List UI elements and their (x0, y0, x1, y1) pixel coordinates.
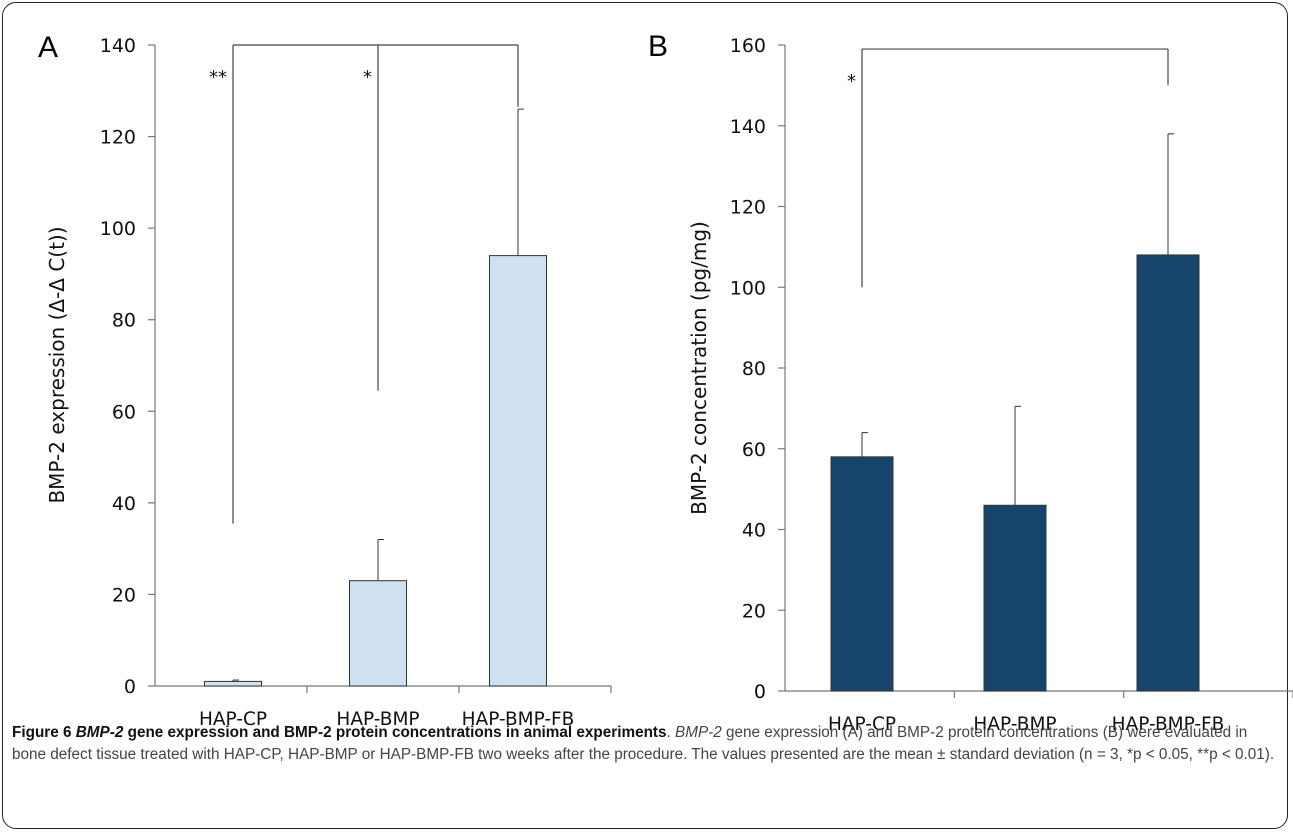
category-label: HAP-BMP (973, 714, 1056, 735)
caption-body: gene expression (A) and BMP-2 protein co… (12, 724, 1275, 763)
y-tick-label: 140 (100, 35, 136, 57)
y-tick-label: 0 (124, 676, 136, 698)
y-tick-label: 60 (112, 401, 136, 423)
category-label: HAP-BMP-FB (1112, 714, 1225, 735)
y-tick-label: 20 (112, 584, 136, 606)
chart-panel-b: B 0 20 40 60 80 100 120 140 160 BMP-2 concentratio… (648, 30, 1293, 735)
panel-letter-a: A (38, 31, 58, 64)
significance-label: ** (209, 67, 227, 88)
y-tick-label: 120 (730, 197, 766, 219)
significance-label: * (847, 71, 856, 92)
bar-hap-bmp-fb (489, 255, 547, 687)
category-label: HAP-CP (199, 709, 267, 730)
y-tick-label: 100 (100, 218, 136, 240)
caption-title-italic: BMP-2 (75, 724, 124, 741)
caption-title: gene expression and BMP-2 protein concen… (123, 724, 667, 741)
bar-hap-bmp-fb (1136, 254, 1200, 692)
caption-gene-italic: BMP-2 (675, 724, 722, 741)
y-tick-label: 40 (112, 493, 136, 515)
y-tick-label: 20 (742, 600, 766, 622)
chart-panel-a: A 0 20 40 60 80 100 120 140 BMP-2 expression (Δ-Δ… (38, 31, 612, 730)
bar-hap-bmp (349, 580, 407, 687)
y-tick-label: 80 (112, 310, 136, 332)
y-tick-label: 40 (742, 520, 766, 542)
y-tick-label: 60 (742, 439, 766, 461)
caption-figure-label: Figure 6 (12, 724, 72, 741)
y-tick-label: 0 (754, 681, 766, 703)
figure-caption: Figure 6 BMP-2 gene expression and BMP-2… (12, 724, 1275, 763)
y-tick-label: 120 (100, 127, 136, 149)
category-label: HAP-CP (828, 714, 896, 735)
bar-hap-cp (830, 456, 894, 692)
panel-letter-b: B (648, 30, 668, 63)
y-tick-label: 160 (730, 35, 766, 57)
bar-hap-cp (204, 680, 262, 687)
category-label: HAP-BMP-FB (462, 709, 575, 730)
category-label: HAP-BMP (336, 709, 419, 730)
y-tick-label: 100 (730, 277, 766, 299)
y-tick-label: 140 (730, 116, 766, 138)
y-axis-label: BMP-2 concentration (pg/mg) (687, 221, 711, 515)
y-tick-label: 80 (742, 358, 766, 380)
bar-hap-bmp (983, 504, 1047, 692)
significance-label: * (363, 67, 372, 88)
y-axis-label: BMP-2 expression (Δ-Δ C(t)) (45, 226, 69, 503)
